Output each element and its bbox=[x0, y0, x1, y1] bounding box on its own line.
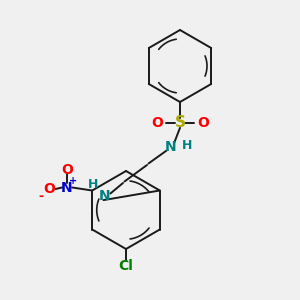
Text: +: + bbox=[69, 176, 77, 186]
Text: O: O bbox=[61, 163, 73, 176]
Text: H: H bbox=[88, 178, 98, 191]
Text: H: H bbox=[182, 139, 193, 152]
Text: -: - bbox=[38, 190, 43, 203]
Text: N: N bbox=[99, 190, 111, 203]
Text: S: S bbox=[175, 116, 185, 130]
Text: Cl: Cl bbox=[118, 259, 134, 272]
Text: O: O bbox=[197, 116, 209, 130]
Text: N: N bbox=[165, 140, 177, 154]
Text: N: N bbox=[61, 181, 73, 194]
Text: O: O bbox=[151, 116, 163, 130]
Text: O: O bbox=[43, 182, 55, 196]
